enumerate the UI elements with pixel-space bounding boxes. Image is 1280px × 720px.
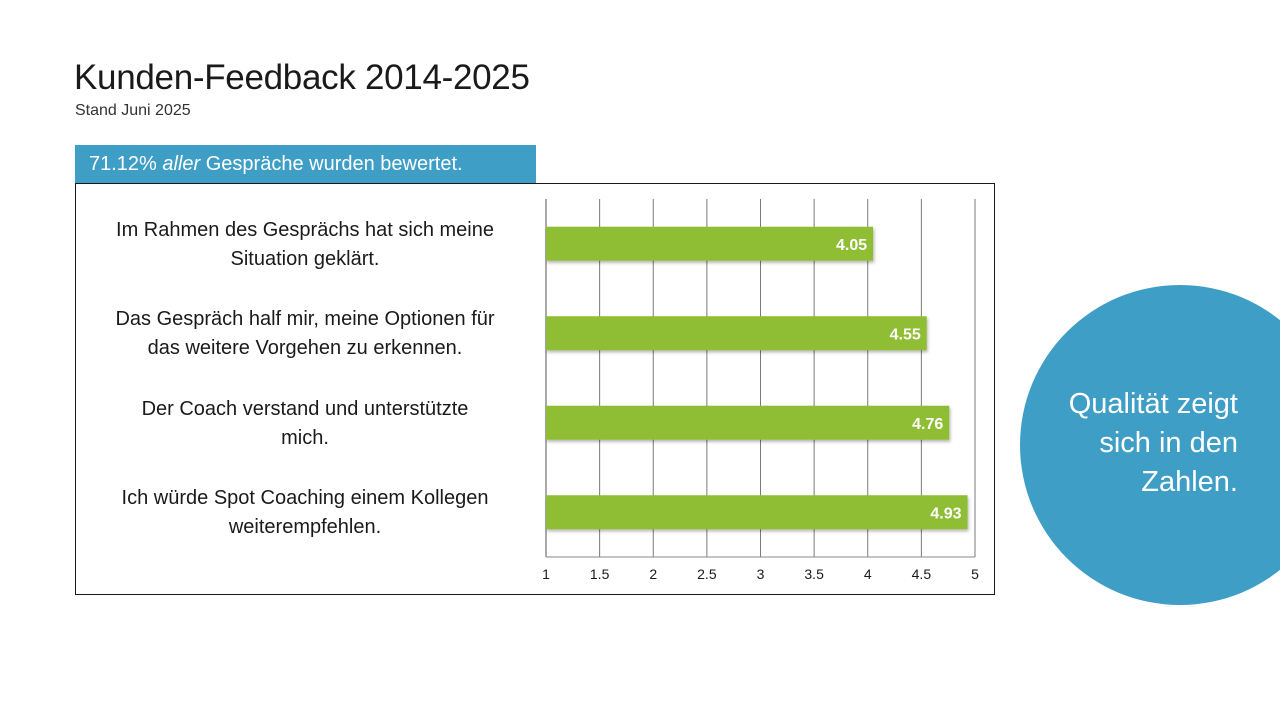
category-label-line: weiterempfehlen. [228,516,382,539]
bar-value-label: 4.55 [890,326,921,343]
x-tick-label: 3.5 [804,566,824,582]
banner-text-pre: 71.12% [89,153,163,175]
bar-value-label: 4.93 [930,505,961,522]
bar [546,316,927,351]
x-tick-label: 4.5 [912,566,932,582]
x-tick-label: 5 [971,566,979,582]
bar-value-label: 4.76 [912,416,943,433]
category-label-line: Im Rahmen des Gesprächs hat sich meine [116,218,494,241]
bar [546,495,968,530]
page-title: Kunden-Feedback 2014-2025 [74,58,530,97]
category-label: Ich würde Spot Coaching einem Kollegen we… [76,484,534,542]
bar-value-label: 4.05 [836,237,867,254]
category-label-line: Der Coach verstand und unterstützte [141,397,469,420]
category-label-line: das weitere Vorgehen zu erkennen. [147,337,463,360]
category-label: Im Rahmen des Gesprächs hat sich meine Si… [76,216,534,274]
x-tick-label: 3 [757,566,765,582]
callout-line-3: Zahlen. [1141,466,1238,498]
category-label-line: Ich würde Spot Coaching einem Kollegen [121,487,489,510]
rating-banner: 71.12% aller Gespräche wurden bewertet. [75,145,536,183]
callout-text: Qualität zeigt sich in den Zahlen. [1020,385,1238,502]
bar [546,405,950,440]
banner-text-emphasis: aller [162,153,201,175]
feedback-chart: 1 1.5 2 2.5 3 3.5 4 4.5 5 4.05 4.55 4.76 4.93 Im Rah… [75,183,995,595]
x-tick-label: 1.5 [590,566,610,582]
x-tick-label: 2 [649,566,657,582]
chart-plot: 1 1.5 2 2.5 3 3.5 4 4.5 54.054.554.764.93 [542,199,979,582]
x-tick-label: 2.5 [697,566,717,582]
callout-line-2: sich in den [1099,427,1238,459]
category-label-line: Das Gespräch half mir, meine Optionen fü… [115,308,495,331]
x-tick-label: 1 [542,566,550,582]
callout-circle [1020,285,1280,605]
category-label: Der Coach verstand und unterstützte mich. [76,395,534,453]
page-subtitle: Stand Juni 2025 [75,102,191,119]
category-label-line: mich. [281,426,329,449]
category-label: Das Gespräch half mir, meine Optionen fü… [76,305,534,363]
x-tick-label: 4 [864,566,872,582]
bar [546,226,874,261]
callout-line-1: Qualität zeigt [1068,388,1238,420]
banner-text-post: Gespräche wurden bewertet. [200,153,463,175]
category-label-line: Situation geklärt. [230,247,380,270]
